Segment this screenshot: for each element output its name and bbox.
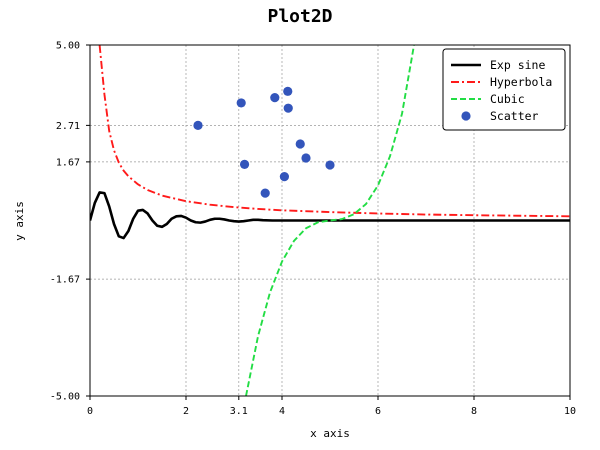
scatter-point [193, 120, 203, 130]
chart-title: Plot2D [267, 6, 332, 27]
legend-box [442, 48, 566, 131]
scatter-point [260, 188, 270, 198]
x-axis-label: x axis [310, 427, 350, 440]
legend-label: Scatter [490, 109, 539, 123]
scatter-point [325, 160, 335, 170]
scatter-point [279, 172, 289, 182]
x-tick-label: 3.1 [230, 406, 248, 417]
legend: Exp sine Hyperbola Cubic Scatter [442, 48, 566, 131]
legend-label: Cubic [490, 92, 525, 106]
scatter-point [236, 98, 246, 108]
legend-label: Hyperbola [490, 75, 552, 89]
scatter-point [239, 159, 250, 169]
y-tick-label: 2.71 [56, 121, 80, 132]
y-tick-label: -1.67 [50, 275, 80, 286]
scatter-point [270, 93, 280, 103]
y-axis-label: y axis [13, 201, 26, 241]
axis-ticks: 0 2 3.1 4 6 8 10 -5.00 -1.67 1.67 2.71 5.00 [50, 41, 576, 418]
series-line-exp-sine [90, 191, 570, 240]
scatter-point [283, 86, 293, 96]
series-layer [90, 45, 570, 396]
legend-marker [461, 111, 471, 121]
scatter-point [295, 139, 305, 149]
legend-label: Exp sine [490, 58, 545, 72]
x-tick-label: 6 [375, 406, 381, 417]
y-tick-label: 1.67 [56, 157, 80, 168]
x-tick-label: 10 [564, 406, 576, 417]
scatter-point [283, 103, 293, 113]
series-line-cubic [245, 45, 415, 396]
x-tick-label: 8 [471, 406, 477, 417]
x-tick-label: 2 [183, 406, 189, 417]
y-tick-label: 5.00 [56, 41, 80, 52]
x-tick-label: 4 [279, 406, 285, 417]
scatter-point [301, 153, 311, 163]
plot-frame [89, 44, 571, 397]
y-tick-label: -5.00 [50, 392, 80, 403]
x-tick-label: 0 [87, 406, 93, 417]
